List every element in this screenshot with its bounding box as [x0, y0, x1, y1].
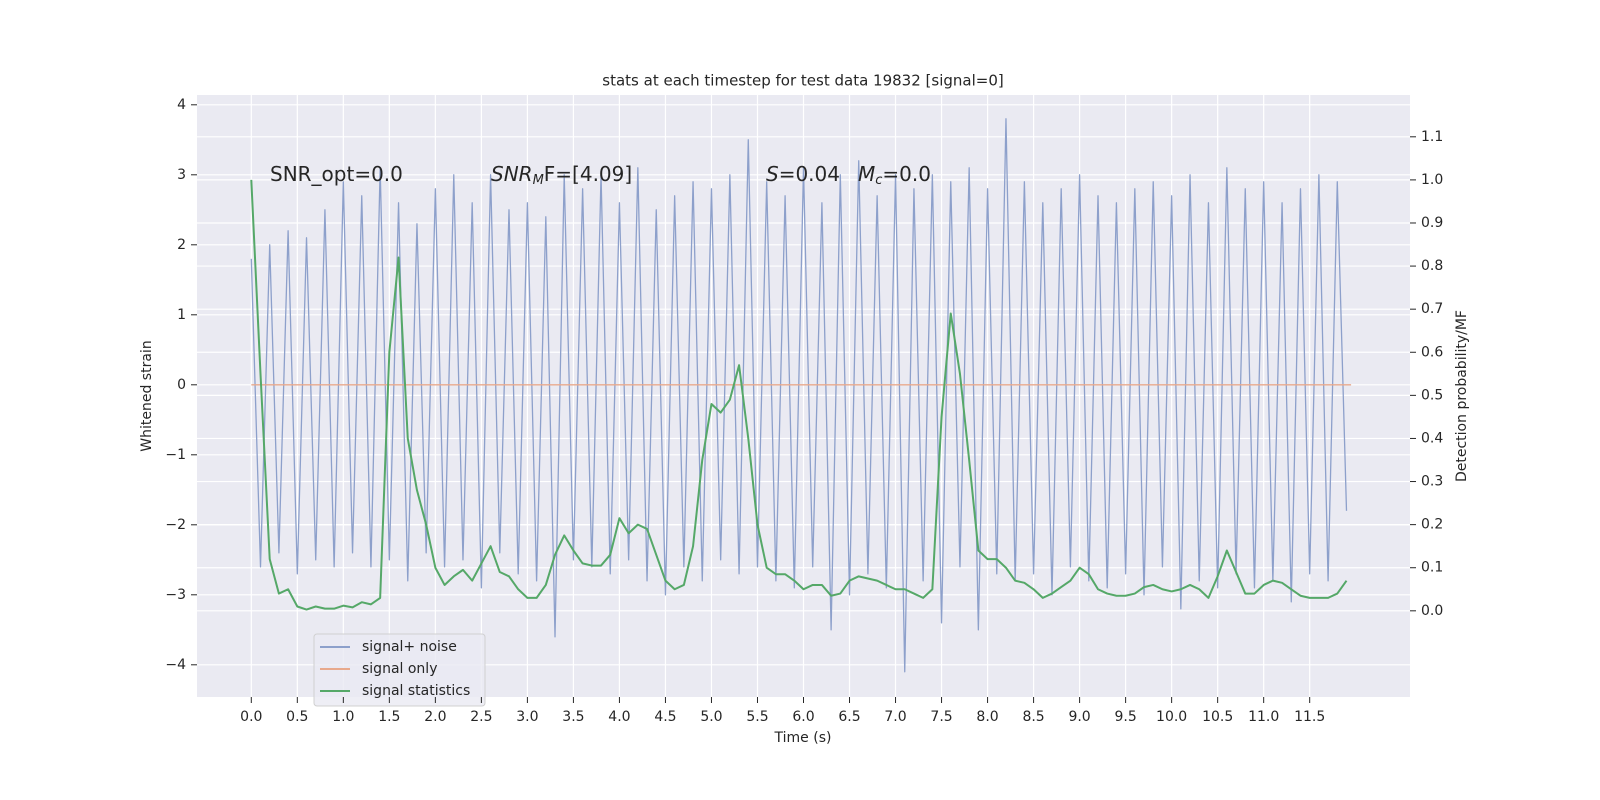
- x-tick-label: 11.5: [1294, 709, 1325, 725]
- annotation: SNRMF=[4.09]: [491, 162, 632, 188]
- y-tick-label: 2: [177, 237, 186, 253]
- y-tick-label: 0: [177, 377, 186, 393]
- y2-tick-label: 0.8: [1421, 258, 1443, 274]
- x-tick-label: 9.5: [1114, 709, 1136, 725]
- x-tick-label: 3.0: [516, 709, 538, 725]
- x-tick-label: 4.0: [608, 709, 630, 725]
- y2-tick-label: 0.2: [1421, 517, 1443, 533]
- x-tick-label: 7.0: [884, 709, 906, 725]
- x-tick-label: 8.0: [976, 709, 998, 725]
- x-tick-label: 2.5: [470, 709, 492, 725]
- annotation-subscript: M: [533, 173, 544, 188]
- y-tick-label: −1: [165, 447, 186, 463]
- legend: signal+ noise signal only signal statistic…: [313, 633, 486, 707]
- y-tick-label: 3: [177, 167, 186, 183]
- y2-tick-label: 0.3: [1421, 474, 1443, 490]
- x-tick-label: 3.5: [562, 709, 584, 725]
- x-tick-label: 1.5: [378, 709, 400, 725]
- legend-label: signal only: [362, 661, 437, 677]
- x-tick-label: 7.5: [930, 709, 952, 725]
- y-tick-label: 1: [177, 307, 186, 323]
- y2-tick-label: 0.4: [1421, 430, 1443, 446]
- y-tick-label: −2: [165, 517, 186, 533]
- y2-tick-label: 0.1: [1421, 560, 1443, 576]
- annotation: SNR_opt=0.0: [270, 162, 403, 186]
- x-tick-label: 6.0: [792, 709, 814, 725]
- x-tick-label: 0.0: [240, 709, 262, 725]
- y2-axis-label: Detection probability/MF: [1454, 310, 1470, 482]
- series-line: [250, 179, 1348, 611]
- x-tick-label: 9.0: [1068, 709, 1090, 725]
- x-tick-label: 5.5: [746, 709, 768, 725]
- chart-title: stats at each timestep for test data 198…: [602, 72, 1003, 90]
- x-tick-label: 1.0: [332, 709, 354, 725]
- annotation: Mc=0.0: [858, 162, 931, 188]
- y-tick-label: −3: [165, 587, 186, 603]
- y2-tick-label: 0.0: [1421, 603, 1443, 619]
- y2-tick-label: 0.7: [1421, 301, 1443, 317]
- x-tick-label: 10.0: [1156, 709, 1187, 725]
- y-axis-label: Whitened strain: [139, 340, 155, 451]
- x-tick-label: 10.5: [1202, 709, 1233, 725]
- y-tick-label: −4: [165, 657, 186, 673]
- y2-tick-label: 0.9: [1421, 215, 1443, 231]
- legend-label: signal statistics: [362, 683, 470, 699]
- x-tick-label: 11.0: [1248, 709, 1279, 725]
- x-tick-label: 6.5: [838, 709, 860, 725]
- x-tick-label: 2.0: [424, 709, 446, 725]
- legend-label: signal+ noise: [362, 639, 457, 655]
- annotation-text: SNR: [491, 162, 533, 186]
- y2-tick-label: 1.0: [1421, 172, 1443, 188]
- x-tick-label: 8.5: [1022, 709, 1044, 725]
- legend-box: [313, 633, 486, 707]
- x-tick-label: 5.0: [700, 709, 722, 725]
- annotation-text: S: [766, 162, 779, 186]
- annotation-text: SNR_opt=0.0: [270, 162, 403, 186]
- y2-tick-label: 0.5: [1421, 387, 1443, 403]
- x-axis-label: Time (s): [774, 730, 832, 746]
- y2-tick-label: 0.6: [1421, 344, 1443, 360]
- annotation-text: =0.0: [882, 162, 931, 186]
- series-line: [250, 118, 1348, 673]
- annotation-text: F=[4.09]: [544, 162, 632, 186]
- x-tick-label: 4.5: [654, 709, 676, 725]
- y2-tick-label: 1.1: [1421, 129, 1443, 145]
- annotation: S=0.04: [766, 162, 840, 186]
- annotation-subscript: c: [875, 173, 882, 188]
- y-tick-label: 4: [177, 97, 186, 113]
- x-tick-label: 0.5: [286, 709, 308, 725]
- annotation-text: M: [858, 162, 875, 186]
- series-group: [250, 118, 1352, 673]
- annotation-text: =0.04: [779, 162, 840, 186]
